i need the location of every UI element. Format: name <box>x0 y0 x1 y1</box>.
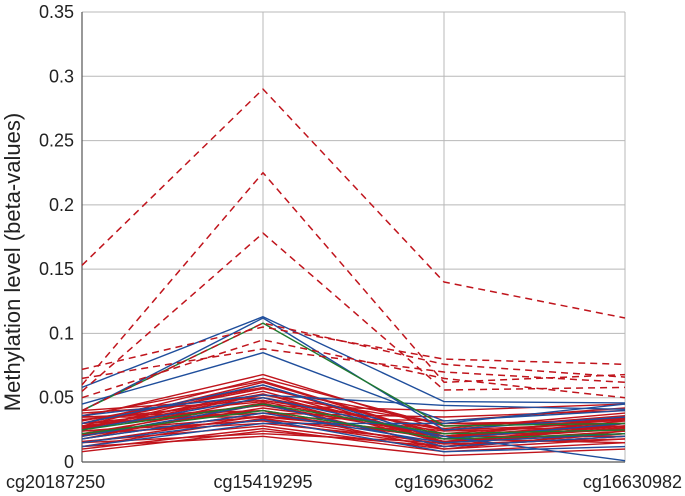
y-tick-label-6: 0.3 <box>49 66 74 86</box>
series-line-6 <box>81 339 626 399</box>
series-line-0 <box>81 88 626 319</box>
y-tick-label-3: 0.15 <box>39 259 74 279</box>
series-line-8 <box>81 352 626 422</box>
y-tick-label-2: 0.1 <box>49 323 74 343</box>
y-tick-label-0: 0 <box>64 452 74 472</box>
x-category-label-3: cg16630982 <box>583 472 682 492</box>
series-line-2 <box>81 232 626 392</box>
grid-lines <box>81 11 626 463</box>
series-line-50 <box>81 435 626 457</box>
y-tick-labels: 0 0.05 0.1 0.15 0.2 0.25 0.3 0.35 <box>39 2 74 472</box>
y-tick-label-5: 0.25 <box>39 131 74 151</box>
y-tick-label-4: 0.2 <box>49 195 74 215</box>
series-line-13 <box>81 412 626 444</box>
x-category-labels: cg20187250 cg15419295 cg16963062 cg16630982 <box>6 472 682 492</box>
plot-frame <box>81 12 625 463</box>
series-line-19 <box>81 409 626 440</box>
series-line-15 <box>81 403 626 448</box>
series-line-9 <box>81 394 626 417</box>
y-axis-title: Methylation level (beta-values) <box>0 113 25 411</box>
series-lines <box>81 88 626 462</box>
series-line-5 <box>81 322 626 412</box>
x-category-label-0: cg20187250 <box>6 472 105 492</box>
series-line-16 <box>81 418 626 453</box>
y-tick-label-7: 0.35 <box>39 2 74 22</box>
x-category-label-2: cg16963062 <box>394 472 493 492</box>
series-line-4 <box>81 348 626 384</box>
series-line-18 <box>81 403 626 435</box>
y-tick-label-1: 0.05 <box>39 388 74 408</box>
x-category-label-1: cg15419295 <box>213 472 312 492</box>
